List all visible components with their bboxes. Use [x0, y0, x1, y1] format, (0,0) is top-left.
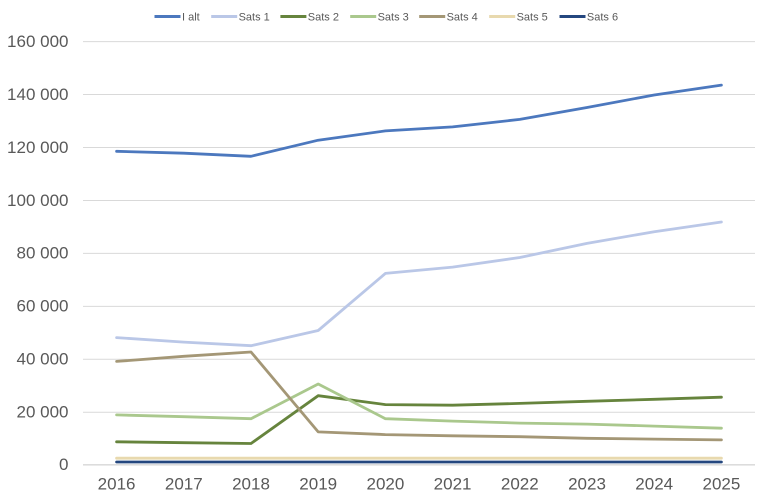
svg-text:100 000: 100 000: [7, 191, 68, 210]
svg-text:120 000: 120 000: [7, 138, 68, 157]
svg-text:Sats 4: Sats 4: [447, 12, 478, 24]
svg-text:Sats 6: Sats 6: [587, 12, 618, 24]
svg-text:Sats 3: Sats 3: [378, 12, 409, 24]
svg-text:2018: 2018: [232, 475, 270, 494]
svg-text:140 000: 140 000: [7, 85, 68, 104]
svg-text:2025: 2025: [702, 475, 740, 494]
svg-text:Sats 2: Sats 2: [308, 12, 339, 24]
svg-text:I alt: I alt: [182, 12, 200, 24]
svg-text:Sats 1: Sats 1: [239, 12, 270, 24]
svg-text:0: 0: [59, 455, 68, 474]
svg-text:40 000: 40 000: [17, 350, 69, 369]
svg-text:2024: 2024: [635, 475, 673, 494]
svg-text:2022: 2022: [501, 475, 539, 494]
svg-text:2017: 2017: [165, 475, 203, 494]
svg-text:2023: 2023: [568, 475, 606, 494]
svg-text:2020: 2020: [366, 475, 404, 494]
svg-text:2016: 2016: [98, 475, 136, 494]
svg-text:2019: 2019: [299, 475, 337, 494]
svg-text:80 000: 80 000: [17, 244, 69, 263]
svg-text:20 000: 20 000: [17, 403, 69, 422]
svg-text:2021: 2021: [434, 475, 472, 494]
svg-text:160 000: 160 000: [7, 32, 68, 51]
svg-text:60 000: 60 000: [17, 297, 69, 316]
svg-text:Sats 5: Sats 5: [517, 12, 548, 24]
